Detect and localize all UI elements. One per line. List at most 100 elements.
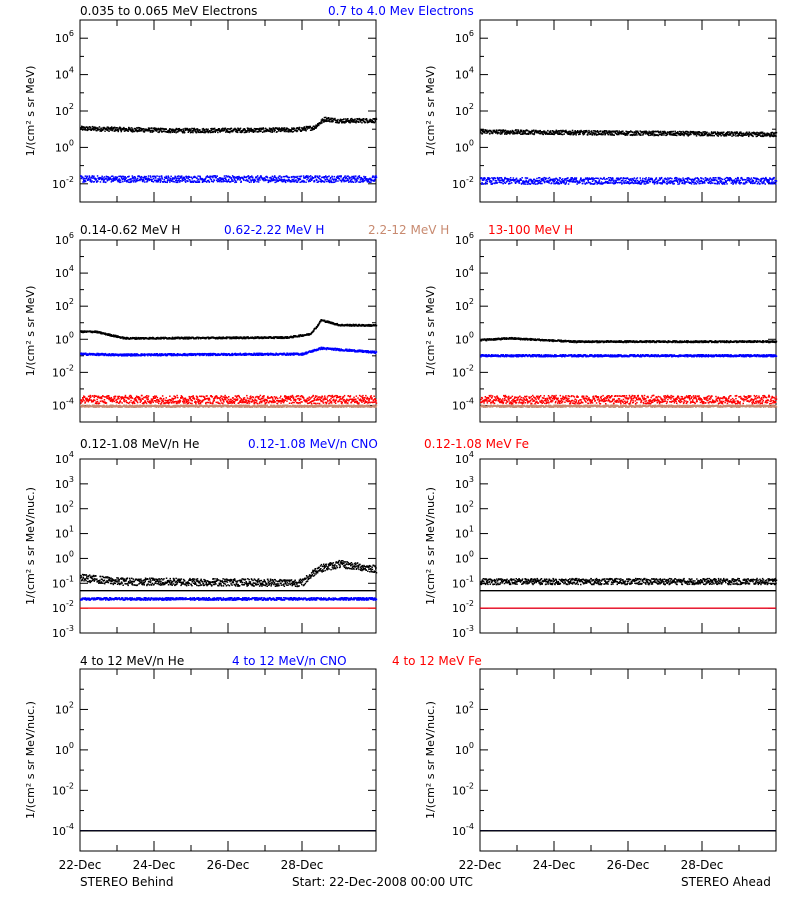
data-point bbox=[700, 179, 703, 182]
data-point bbox=[747, 132, 750, 135]
data-point bbox=[349, 122, 351, 124]
data-point bbox=[571, 177, 573, 179]
data-point bbox=[213, 127, 216, 130]
data-point bbox=[100, 127, 102, 129]
data-point bbox=[84, 180, 87, 183]
data-point bbox=[111, 180, 114, 182]
data-point bbox=[131, 129, 133, 132]
data-point bbox=[713, 134, 715, 137]
data-point bbox=[740, 182, 742, 184]
y-tick-label: 10-2 bbox=[52, 363, 74, 379]
data-point bbox=[700, 131, 702, 134]
data-point bbox=[110, 175, 113, 178]
data-point bbox=[641, 181, 643, 183]
data-point bbox=[719, 179, 722, 182]
data-point bbox=[337, 176, 340, 179]
data-point bbox=[541, 179, 543, 182]
data-point bbox=[519, 178, 522, 180]
data-point bbox=[500, 177, 503, 179]
data-point bbox=[674, 180, 677, 182]
data-point bbox=[164, 181, 167, 183]
data-point bbox=[304, 177, 306, 179]
data-point bbox=[303, 180, 306, 182]
data-point bbox=[625, 180, 627, 182]
data-point bbox=[357, 121, 360, 123]
data-point bbox=[326, 178, 329, 180]
data-point bbox=[212, 175, 215, 177]
data-point bbox=[690, 179, 692, 181]
data-point bbox=[320, 120, 322, 123]
data-point bbox=[261, 177, 263, 179]
data-point bbox=[732, 183, 734, 185]
data-point bbox=[594, 132, 597, 134]
data-point bbox=[113, 354, 116, 357]
data-point bbox=[518, 132, 521, 135]
data-point bbox=[176, 180, 178, 182]
data-point bbox=[301, 335, 303, 337]
data-point bbox=[340, 175, 342, 177]
data-point bbox=[199, 129, 201, 131]
data-point bbox=[264, 127, 267, 130]
data-point bbox=[120, 177, 123, 179]
data-point bbox=[716, 179, 718, 182]
data-point bbox=[644, 178, 646, 180]
data-point bbox=[553, 180, 556, 183]
data-point bbox=[734, 131, 737, 134]
data-point bbox=[639, 177, 641, 179]
data-point bbox=[237, 336, 240, 339]
data-point bbox=[623, 132, 626, 134]
data-point bbox=[505, 178, 507, 180]
data-point bbox=[354, 179, 356, 181]
data-point bbox=[138, 128, 140, 131]
data-point bbox=[361, 180, 363, 182]
data-point bbox=[155, 177, 157, 179]
data-point bbox=[606, 178, 608, 180]
data-point bbox=[131, 177, 133, 180]
data-point bbox=[677, 183, 679, 185]
data-point bbox=[727, 179, 729, 182]
data-point bbox=[221, 130, 223, 132]
data-point bbox=[236, 176, 239, 178]
data-point bbox=[115, 334, 117, 337]
data-point bbox=[711, 182, 714, 184]
data-point bbox=[216, 179, 218, 182]
data-point bbox=[667, 181, 670, 184]
data-point bbox=[229, 176, 231, 178]
data-point bbox=[171, 129, 173, 131]
series-electrons-ahead-1 bbox=[480, 176, 778, 185]
data-point bbox=[369, 325, 371, 327]
data-point bbox=[620, 177, 622, 179]
data-point bbox=[101, 175, 103, 178]
data-point bbox=[491, 132, 494, 135]
data-point bbox=[149, 131, 152, 133]
data-point bbox=[698, 180, 701, 183]
data-point bbox=[121, 178, 124, 181]
data-point bbox=[531, 182, 533, 184]
data-point bbox=[679, 130, 681, 133]
data-point bbox=[694, 178, 696, 181]
data-point bbox=[310, 177, 312, 179]
data-point bbox=[490, 180, 493, 183]
data-point bbox=[684, 182, 686, 185]
data-point bbox=[342, 178, 344, 180]
data-point bbox=[131, 180, 133, 183]
data-point bbox=[292, 179, 295, 181]
data-point bbox=[720, 180, 723, 182]
data-point bbox=[242, 178, 245, 181]
data-point bbox=[369, 120, 372, 123]
data-point bbox=[282, 179, 285, 181]
data-point bbox=[298, 178, 301, 181]
data-point bbox=[243, 336, 246, 338]
data-point bbox=[714, 182, 717, 185]
data-point bbox=[347, 175, 349, 177]
data-point bbox=[321, 176, 323, 179]
data-point bbox=[218, 179, 220, 182]
data-point bbox=[764, 183, 766, 185]
data-point bbox=[677, 181, 679, 183]
data-point bbox=[373, 176, 375, 179]
data-point bbox=[234, 181, 236, 184]
data-point bbox=[144, 178, 147, 181]
data-point bbox=[712, 132, 714, 135]
data-point bbox=[595, 180, 597, 182]
